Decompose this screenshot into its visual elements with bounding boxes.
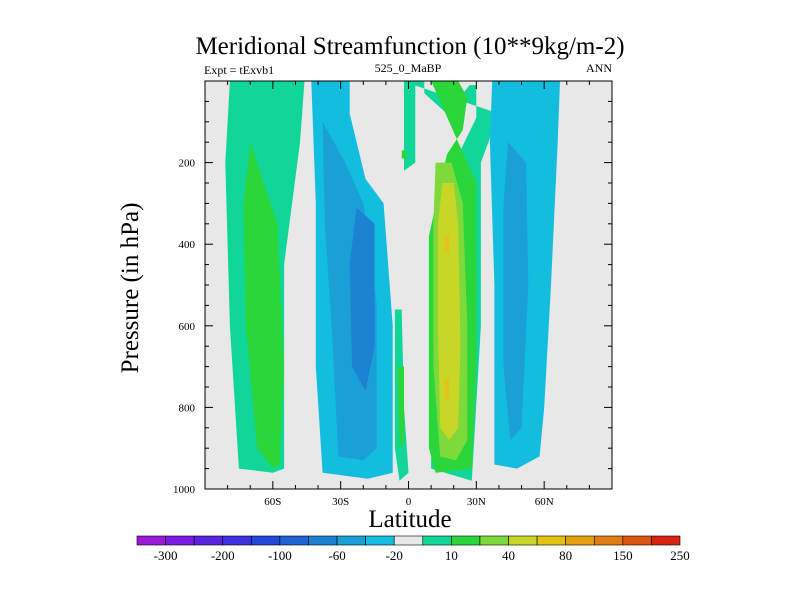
x-tick-label: 30N [467, 496, 486, 508]
contour-sh-hadley-core [349, 207, 375, 392]
contour-sh-ferrel-core [243, 142, 285, 469]
contour-equatorial-dot [401, 150, 407, 159]
y-tick-label: 800 [179, 402, 196, 414]
colorbar-swatch [479, 535, 509, 546]
colorbar-swatch [565, 535, 595, 546]
contour-nh-hadley-peak [444, 236, 450, 253]
y-axis: 200 400 600 800 1000 [173, 80, 612, 496]
y-tick-label: 400 [179, 239, 196, 251]
y-axis-label: Pressure (in hPa) [117, 203, 144, 374]
colorbar: -300 -200 -100 -60 -20 10 40 80 150 250 [136, 535, 690, 563]
x-axis: 60S 30S 0 30N 60N [204, 81, 613, 508]
colorbar-swatch [365, 535, 395, 546]
y-tick-label: 1000 [173, 484, 196, 496]
contour-cells [225, 81, 560, 481]
colorbar-swatch [222, 535, 252, 546]
colorbar-swatch [622, 535, 652, 546]
colorbar-swatch [508, 535, 538, 546]
colorbar-swatch [593, 535, 624, 546]
colorbar-swatch [393, 535, 424, 546]
colorbar-label: 250 [670, 548, 690, 563]
chart-title: Meridional Streamfunction (10**9kg/m-2) [195, 33, 624, 60]
colorbar-label: -300 [154, 548, 178, 563]
colorbar-label: -200 [211, 548, 235, 563]
period-label: 525_0_MaBP [375, 61, 442, 75]
colorbar-swatch [422, 535, 452, 546]
colorbar-swatch [308, 535, 338, 546]
contour-equatorial-near-surface-core [397, 366, 404, 449]
colorbar-label: -60 [328, 548, 345, 563]
colorbar-swatch [336, 535, 366, 546]
experiment-label: Expt = tExvb1 [204, 63, 274, 77]
colorbar-swatch [536, 535, 566, 546]
season-label: ANN [586, 61, 612, 75]
colorbar-label: -20 [386, 548, 403, 563]
x-axis-label: Latitude [368, 506, 451, 533]
colorbar-label: -100 [268, 548, 292, 563]
y-tick-label: 600 [179, 321, 196, 333]
colorbar-label: 40 [502, 548, 515, 563]
colorbar-swatch [193, 535, 224, 546]
x-tick-label: 60N [535, 496, 554, 508]
colorbar-swatch [251, 535, 281, 546]
contour-nh-hadley-core [437, 183, 461, 440]
x-tick-label: 60S [264, 496, 281, 508]
colorbar-swatch [451, 535, 481, 546]
contour-nh-hadley-peak-low [444, 378, 450, 400]
contour-equatorial-tongue [404, 81, 416, 171]
colorbar-label: 80 [559, 548, 572, 563]
colorbar-label: 10 [445, 548, 458, 563]
colorbar-swatch [136, 535, 166, 546]
colorbar-swatch [651, 535, 681, 546]
colorbar-label: 150 [613, 548, 633, 563]
x-tick-label: 30S [332, 496, 349, 508]
contour-nh-ferrel-core [503, 142, 529, 440]
colorbar-swatch [165, 535, 195, 546]
colorbar-swatch [279, 535, 309, 546]
x-tick-label: 0 [406, 496, 412, 508]
y-tick-label: 200 [179, 158, 196, 170]
